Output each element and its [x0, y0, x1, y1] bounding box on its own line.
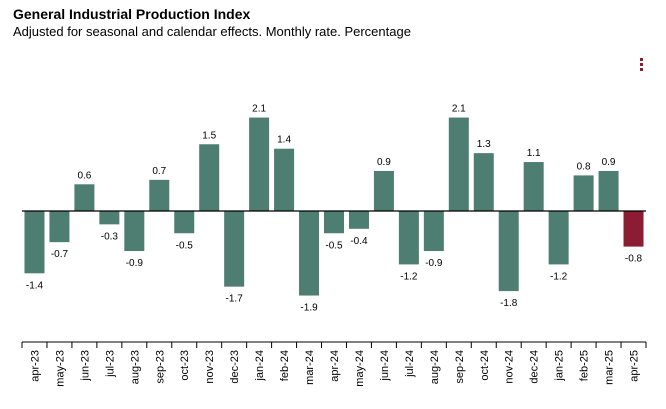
- data-label-may-24: -0.4: [350, 236, 368, 247]
- bar-aug-23[interactable]: [124, 211, 145, 252]
- data-label-jul-23: -0.3: [101, 231, 119, 242]
- bar-jun-23[interactable]: [74, 184, 95, 211]
- bar-jan-24[interactable]: [249, 117, 270, 211]
- x-tick-label-oct-23: oct-23: [179, 350, 191, 381]
- x-tick-label-sep-24: sep-24: [454, 350, 466, 384]
- bar-feb-25[interactable]: [573, 175, 594, 211]
- data-label-nov-24: -1.8: [500, 298, 518, 309]
- x-tick-label-apr-24: apr-24: [329, 350, 341, 382]
- x-tick-label-may-24: may-24: [354, 350, 366, 387]
- bar-oct-23[interactable]: [174, 211, 195, 234]
- data-label-jan-25: -1.2: [550, 271, 568, 282]
- data-label-apr-24: -0.5: [325, 240, 343, 251]
- data-label-may-23: -0.7: [51, 249, 69, 260]
- more-options-icon[interactable]: [636, 57, 646, 73]
- data-label-aug-23: -0.9: [126, 258, 144, 269]
- data-label-jan-24: 2.1: [252, 104, 266, 115]
- bar-feb-24[interactable]: [274, 148, 295, 211]
- bar-apr-23[interactable]: [24, 211, 45, 274]
- data-labels-group: -1.4 -0.7 0.6 -0.3 -0.9 0.7 -0.5 1.5 -1.7 2.1 1.4 -…: [26, 104, 643, 314]
- x-tick-label-dec-24: dec-24: [529, 350, 541, 384]
- bar-nov-24[interactable]: [498, 211, 519, 292]
- bar-apr-24[interactable]: [324, 211, 344, 234]
- data-label-mar-25: 0.9: [602, 157, 616, 168]
- data-label-jul-24: -1.2: [400, 271, 418, 282]
- bar-dec-24[interactable]: [523, 162, 544, 211]
- x-tick-label-may-23: may-23: [54, 350, 66, 387]
- bar-sep-24[interactable]: [448, 117, 469, 211]
- bar-mar-24[interactable]: [299, 211, 320, 296]
- x-tick-label-apr-23: apr-23: [29, 350, 41, 382]
- bar-may-24[interactable]: [348, 211, 369, 229]
- data-label-jun-23: 0.6: [77, 170, 91, 181]
- data-label-apr-23: -1.4: [26, 280, 44, 291]
- x-tick-label-nov-24: nov-24: [504, 350, 516, 384]
- bar-jun-24[interactable]: [373, 170, 394, 211]
- x-tick-label-jan-25: jan-25: [554, 350, 566, 382]
- x-tick-label-feb-24: feb-24: [279, 350, 291, 381]
- x-tick-label-aug-24: aug-24: [429, 350, 441, 384]
- data-label-feb-25: 0.8: [577, 161, 591, 172]
- data-label-aug-24: -0.9: [425, 258, 443, 269]
- x-axis: apr-23 may-23 jun-23 jul-23 aug-23 sep-23 oct-…: [21, 210, 647, 387]
- x-tick-label-apr-25: apr-25: [629, 350, 641, 382]
- x-tick-label-jun-23: jun-23: [79, 350, 91, 382]
- chart-subtitle: Adjusted for seasonal and calendar effec…: [13, 24, 411, 39]
- bar-mar-25[interactable]: [598, 170, 619, 211]
- chart-title: General Industrial Production Index: [13, 6, 251, 22]
- x-tick-label-mar-24: mar-24: [304, 350, 316, 385]
- x-tick-label-dec-23: dec-23: [229, 350, 241, 384]
- x-tick-label-aug-23: aug-23: [129, 350, 141, 384]
- data-label-oct-23: -0.5: [176, 240, 194, 251]
- bar-nov-23[interactable]: [199, 144, 220, 211]
- bar-jul-23[interactable]: [99, 211, 120, 225]
- bar-apr-25[interactable]: [623, 211, 644, 247]
- x-tick-label-feb-25: feb-25: [579, 350, 591, 381]
- x-tick-label-oct-24: oct-24: [479, 350, 491, 381]
- bar-jan-25[interactable]: [548, 211, 569, 265]
- bars-group: [24, 117, 644, 296]
- bar-dec-23[interactable]: [224, 211, 245, 287]
- x-tick-label-sep-23: sep-23: [154, 350, 166, 384]
- bar-sep-23[interactable]: [149, 179, 170, 211]
- x-tick-label-jan-24: jan-24: [254, 350, 266, 382]
- data-label-apr-25: -0.8: [625, 254, 643, 265]
- x-tick-label-jul-24: jul-24: [404, 350, 416, 378]
- data-label-feb-24: 1.4: [277, 135, 291, 146]
- data-label-sep-23: 0.7: [152, 166, 166, 177]
- x-tick-label-mar-25: mar-25: [604, 350, 616, 385]
- bar-aug-24[interactable]: [423, 211, 444, 252]
- bar-may-23[interactable]: [49, 211, 70, 243]
- x-tick-label-jun-24: jun-24: [379, 350, 391, 382]
- data-label-nov-23: 1.5: [202, 130, 216, 141]
- data-label-dec-23: -1.7: [226, 294, 244, 305]
- x-tick-label-jul-23: jul-23: [104, 350, 116, 378]
- data-label-sep-24: 2.1: [452, 104, 466, 115]
- x-tick-label-nov-23: nov-23: [204, 350, 216, 384]
- data-label-jun-24: 0.9: [377, 157, 391, 168]
- data-label-dec-24: 1.1: [527, 148, 541, 159]
- data-label-oct-24: 1.3: [477, 139, 491, 150]
- bar-oct-24[interactable]: [473, 153, 494, 211]
- data-label-mar-24: -1.9: [300, 303, 318, 314]
- bar-jul-24[interactable]: [398, 211, 419, 265]
